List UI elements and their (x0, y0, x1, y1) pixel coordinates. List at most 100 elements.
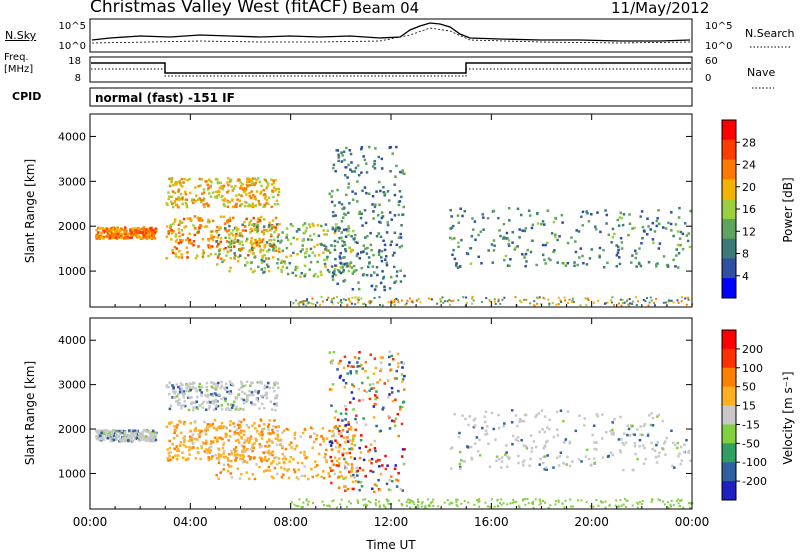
power-cell (398, 190, 402, 193)
velocity-cell (146, 438, 149, 442)
power-cell (345, 262, 349, 265)
power-cell (538, 296, 541, 299)
power-cell (116, 232, 120, 236)
power-cell (220, 195, 223, 199)
velocity-cell (178, 385, 182, 388)
velocity-cell (241, 457, 245, 461)
power-cell (265, 241, 269, 244)
velocity-cell (373, 402, 376, 406)
power-cell (217, 193, 220, 197)
velocity-cell (595, 413, 599, 416)
velocity-cell (322, 504, 325, 507)
velocity-cell (333, 416, 337, 419)
power-cell (207, 254, 210, 258)
velocity-cell (409, 501, 412, 504)
power-cell (527, 209, 531, 212)
velocity-cell (219, 436, 222, 440)
power-cell (178, 219, 182, 223)
power-cell (449, 299, 452, 302)
power-cell (393, 298, 396, 301)
velocity-cell (133, 431, 136, 435)
velocity-cell (362, 458, 366, 462)
velocity-cell (546, 439, 549, 443)
power-cell (619, 298, 622, 301)
velocity-cell (353, 443, 357, 447)
power-cell (180, 253, 184, 256)
power-cell (352, 237, 356, 241)
power-cell (232, 187, 236, 190)
power-cell (243, 225, 247, 228)
power-cell (108, 230, 111, 233)
power-cell (417, 297, 420, 300)
power-cell (378, 303, 381, 306)
velocity-cell (641, 433, 644, 437)
power-cell (313, 254, 317, 257)
velocity-cell (214, 436, 217, 440)
power-cell (270, 178, 273, 181)
velocity-cell (478, 454, 482, 457)
power-cell (551, 302, 554, 305)
power-cell (574, 250, 578, 254)
velocity-cell (267, 381, 270, 385)
power-cell (220, 185, 223, 188)
power-cell (177, 196, 180, 199)
power-cell (360, 297, 363, 300)
velocity-cell (352, 384, 356, 388)
velocity-cell (367, 500, 370, 503)
power-cell (207, 186, 210, 189)
velocity-cell (295, 476, 299, 479)
velocity-cell (189, 437, 193, 440)
velocity-cell (358, 488, 361, 492)
velocity-cell (542, 499, 545, 502)
power-cell (340, 301, 343, 304)
power-cell (628, 222, 632, 226)
power-cell (652, 241, 655, 245)
velocity-cell (211, 394, 215, 397)
velocity-cell (638, 438, 642, 442)
velocity-cell (118, 429, 121, 433)
power-cell (616, 251, 620, 254)
velocity-cell (189, 422, 192, 425)
velocity-cell (224, 382, 228, 386)
colorbar-swatch (722, 238, 736, 259)
power-cell (330, 195, 333, 198)
velocity-cell (228, 453, 231, 456)
velocity-cell (270, 439, 273, 443)
power-cell (640, 241, 643, 245)
power-cell (286, 272, 290, 276)
power-cell (676, 230, 680, 233)
velocity-cell (168, 454, 171, 458)
power-cell (324, 245, 328, 249)
power-cell (363, 302, 366, 305)
velocity-cell (269, 432, 272, 435)
power-data (95, 145, 694, 307)
power-cell (118, 229, 122, 232)
velocity-cell (672, 441, 675, 445)
power-cell (398, 200, 402, 203)
velocity-cell (568, 440, 572, 444)
power-cell (110, 230, 113, 234)
velocity-cell (362, 417, 365, 420)
velocity-cell (543, 445, 547, 448)
velocity-cell (449, 501, 452, 504)
power-cell (507, 244, 511, 247)
power-cell (481, 301, 484, 304)
velocity-cell (240, 437, 244, 440)
velocity-cell (330, 362, 334, 365)
velocity-cell (105, 431, 109, 434)
velocity-cell (133, 429, 137, 433)
power-cell (326, 255, 329, 259)
power-cell (257, 265, 260, 269)
power-cell (585, 210, 588, 213)
power-cell (369, 274, 373, 277)
power-cell (349, 250, 353, 254)
power-cell (587, 220, 591, 223)
velocity-cell (337, 362, 341, 365)
power-cell (251, 202, 255, 205)
velocity-cell (249, 456, 253, 459)
velocity-cell (583, 417, 586, 420)
power-cell (263, 225, 266, 228)
velocity-cell (243, 430, 246, 433)
power-cell (680, 300, 683, 303)
velocity-cell (355, 370, 358, 373)
